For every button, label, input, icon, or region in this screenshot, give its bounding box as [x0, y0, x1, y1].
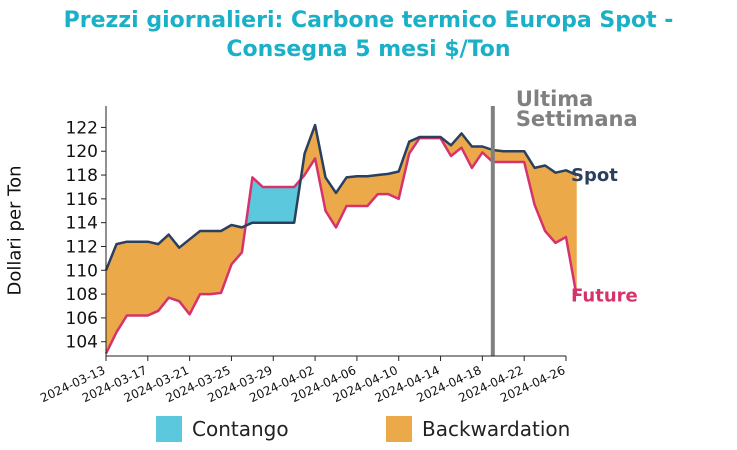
y-tick-label: 112	[66, 237, 98, 257]
chart-title-line-1: Prezzi giornalieri: Carbone termico Euro…	[63, 8, 674, 33]
backwardation-area	[377, 173, 389, 195]
backwardation-area	[147, 241, 159, 316]
legend-label-contango: Contango	[192, 417, 289, 441]
legend-item-backwardation: Backwardation	[386, 414, 570, 444]
chart-title: Prezzi giornalieri: Carbone termico Euro…	[0, 6, 737, 64]
backwardation-area	[199, 230, 211, 295]
spot-series-label: Spot	[571, 165, 618, 186]
legend-item-contango: Contango	[156, 414, 289, 444]
backwardation-area	[210, 230, 222, 295]
fill-regions	[105, 124, 577, 354]
backwardation-area	[137, 241, 149, 316]
chart-title-line-2: Consegna 5 mesi $/Ton	[226, 37, 511, 62]
backwardation-area	[126, 241, 138, 316]
y-tick-label: 108	[66, 285, 98, 305]
backwardation-area	[513, 150, 525, 163]
y-tick-label: 104	[66, 333, 98, 353]
contango-area	[272, 186, 285, 223]
y-tick-label: 118	[66, 166, 98, 186]
backwardation-area	[502, 150, 515, 163]
y-tick-label: 120	[66, 142, 98, 162]
future-line	[104, 136, 578, 355]
y-tick-label: 106	[66, 309, 98, 329]
y-tick-label: 114	[66, 214, 98, 234]
backwardation-area	[356, 175, 368, 207]
contango-area	[283, 186, 295, 223]
backwardation-area	[220, 224, 232, 294]
y-tick-label: 110	[66, 261, 98, 281]
backwardation-area	[565, 169, 577, 296]
spot-line	[104, 123, 578, 271]
legend-swatch-backwardation	[386, 416, 412, 442]
future-series-label: Future	[571, 285, 638, 306]
y-tick-label: 122	[66, 118, 98, 138]
legend-label-backwardation: Backwardation	[422, 417, 571, 441]
legend-swatch-contango	[156, 416, 182, 442]
last-week-marker-label-line-1: Ultima	[516, 87, 594, 111]
y-tick-label: 116	[66, 190, 98, 210]
last-week-marker-label-line-2: Settimana	[516, 107, 638, 131]
backwardation-area	[555, 169, 567, 244]
backwardation-area	[346, 175, 358, 207]
contango-area	[262, 186, 274, 223]
